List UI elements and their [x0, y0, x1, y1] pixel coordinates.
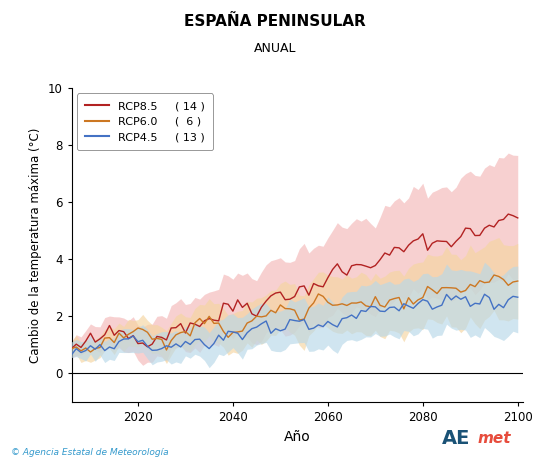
Y-axis label: Cambio de la temperatura máxima (°C): Cambio de la temperatura máxima (°C): [29, 127, 42, 363]
Text: ANUAL: ANUAL: [254, 42, 296, 55]
Text: © Agencia Estatal de Meteorología: © Agencia Estatal de Meteorología: [11, 449, 169, 457]
Text: AE: AE: [442, 429, 470, 449]
X-axis label: Año: Año: [284, 430, 310, 444]
Legend: RCP8.5     ( 14 ), RCP6.0     (  6 ), RCP4.5     ( 13 ): RCP8.5 ( 14 ), RCP6.0 ( 6 ), RCP4.5 ( 13…: [77, 93, 213, 150]
Text: ESPAÑA PENINSULAR: ESPAÑA PENINSULAR: [184, 14, 366, 29]
Text: met: met: [477, 432, 511, 446]
